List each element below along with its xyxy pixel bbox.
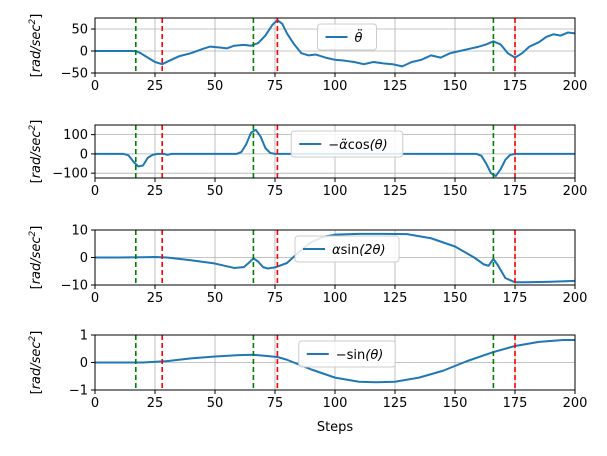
x-tick-label: 200 [563,184,588,199]
x-tick-label: 75 [267,184,284,199]
subplot-2: 0 25 50 75 100 125 150 175 200−1000100[rad/sec2]… [28,120,587,199]
x-tick-label: 125 [383,79,408,94]
y-axis-label: [rad/sec2] [28,14,44,78]
x-tick-label: 200 [563,291,588,306]
x-tick-label: 150 [443,291,468,306]
y-tick-label: 50 [71,23,88,38]
y-tick-label: −50 [61,67,88,82]
y-tick-label: 0 [80,45,88,60]
y-tick-label: −100 [52,167,88,182]
subplot-4: 0 25 50 75 100 125 150 175 200−101[rad/sec2]−sin… [28,329,587,412]
series-line [95,19,575,68]
legend-box [290,130,404,158]
legend: −α̈cos(θ) [290,130,404,158]
x-tick-label: 175 [503,396,528,411]
subplot-3: 0 25 50 75 100 125 150 175 200−10010[rad/sec2]αs… [28,224,587,307]
x-tick-label: 125 [383,184,408,199]
x-tick-label: 0 [91,79,99,94]
x-tick-label: 25 [147,79,164,94]
legend: −sin(θ) [298,340,396,368]
legend-label: αsin(2θ) [332,243,386,258]
x-tick-label: 25 [147,291,164,306]
x-tick-label: 100 [323,79,348,94]
x-tick-label: 50 [207,291,224,306]
x-tick-label: 200 [563,396,588,411]
x-axis-label: Steps [317,420,354,435]
y-tick-label: 0 [80,251,88,266]
y-tick-label: −1 [69,384,88,399]
y-tick-label: 0 [80,356,88,371]
x-tick-label: 175 [503,184,528,199]
x-tick-label: 75 [267,79,284,94]
x-tick-label: 150 [443,184,468,199]
y-tick-label: 0 [80,147,88,162]
y-tick-label: 100 [63,128,88,143]
x-tick-label: 175 [503,79,528,94]
x-tick-label: 100 [323,291,348,306]
x-tick-label: 75 [267,291,284,306]
legend-label: −α̈cos(θ) [328,138,387,153]
x-tick-label: 100 [323,184,348,199]
x-tick-label: 125 [383,291,408,306]
x-tick-label: 0 [91,396,99,411]
x-tick-label: 0 [91,291,99,306]
x-tick-label: 100 [323,396,348,411]
x-tick-label: 150 [443,79,468,94]
y-tick-label: 1 [80,329,88,344]
x-tick-label: 25 [147,396,164,411]
x-tick-label: 25 [147,184,164,199]
x-tick-label: 75 [267,396,284,411]
legend-label: −sin(θ) [336,348,384,363]
series-line [95,128,575,178]
x-tick-label: 50 [207,79,224,94]
x-tick-label: 200 [563,79,588,94]
x-tick-label: 150 [443,396,468,411]
x-tick-label: 0 [91,184,99,199]
y-axis-label: [rad/sec2] [28,120,44,184]
x-tick-label: 50 [207,396,224,411]
y-axis-label: [rad/sec2] [28,226,44,290]
legend: αsin(2θ) [294,235,400,263]
y-tick-label: −10 [61,279,88,294]
series-line [95,338,575,384]
legend-label: θ̈ [355,30,363,46]
y-axis-label: [rad/sec2] [28,331,44,395]
x-tick-label: 50 [207,184,224,199]
legend-box [298,340,396,368]
legend-box [294,235,400,263]
x-tick-label: 175 [503,291,528,306]
y-tick-label: 10 [71,224,88,239]
x-tick-label: 125 [383,396,408,411]
legend: θ̈ [317,23,377,51]
